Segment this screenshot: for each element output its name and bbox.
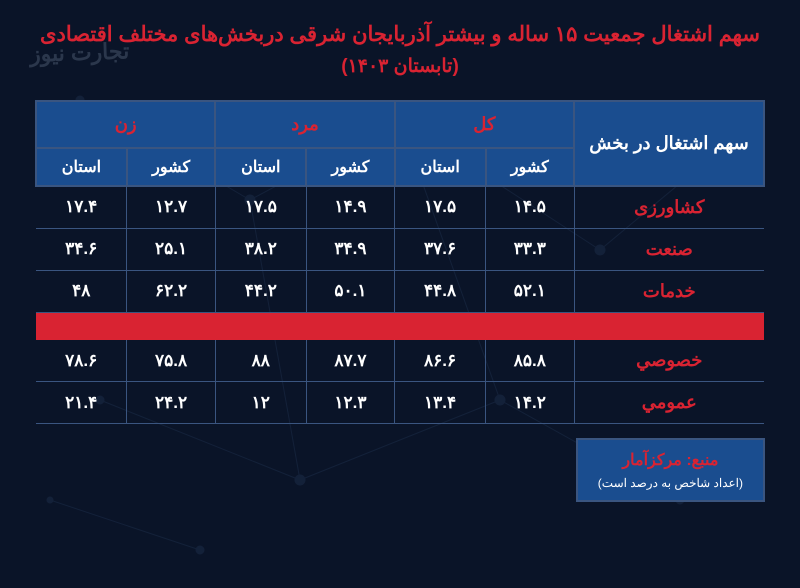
- page-title: سهم اشتغال جمعیت ۱۵ ساله و بیشتر آذربایج…: [35, 18, 765, 82]
- title-line1: سهم اشتغال جمعیت ۱۵ ساله و بیشتر آذربایج…: [40, 23, 760, 46]
- row-label: خدمات: [574, 270, 764, 312]
- cell: ۲۵.۱: [127, 228, 215, 270]
- sub-country: کشور: [127, 148, 215, 186]
- cell: ۸۶.۶: [395, 340, 486, 382]
- cell: ۱۴.۵: [486, 186, 574, 229]
- cell: ۳۷.۶: [395, 228, 486, 270]
- cell: ۱۲.۷: [127, 186, 215, 229]
- group-female: زن: [36, 101, 215, 148]
- cell: ۴۴.۸: [395, 270, 486, 312]
- cell: ۱۳.۴: [395, 382, 486, 424]
- source-line1: منبع: مرکزآمار: [598, 450, 743, 470]
- cell: ۱۲.۳: [306, 382, 394, 424]
- source-box: منبع: مرکزآمار (اعداد شاخص به درصد است): [576, 438, 765, 502]
- table-row: خدمات۵۲.۱۴۴.۸۵۰.۱۴۴.۲۶۲.۲۴۸: [36, 270, 764, 312]
- cell: ۱۷.۴: [36, 186, 127, 229]
- cell: ۲۱.۴: [36, 382, 127, 424]
- cell: ۱۴.۹: [306, 186, 394, 229]
- table-row: کشاورزی۱۴.۵۱۷.۵۱۴.۹۱۷.۵۱۲.۷۱۷.۴: [36, 186, 764, 229]
- cell: ۴۴.۲: [215, 270, 306, 312]
- cell: ۳۴.۹: [306, 228, 394, 270]
- cell: ۲۴.۲: [127, 382, 215, 424]
- group-male: مرد: [215, 101, 394, 148]
- cell: ۳۸.۲: [215, 228, 306, 270]
- cell: ۱۲: [215, 382, 306, 424]
- table-row: خصوصي۸۵.۸۸۶.۶۸۷.۷۸۸۷۵.۸۷۸.۶: [36, 340, 764, 382]
- cell: ۷۸.۶: [36, 340, 127, 382]
- cell: ۴۸: [36, 270, 127, 312]
- cell: ۸۷.۷: [306, 340, 394, 382]
- source-line2: (اعداد شاخص به درصد است): [598, 476, 743, 490]
- row-label: عمومي: [574, 382, 764, 424]
- table-row: عمومي۱۴.۲۱۳.۴۱۲.۳۱۲۲۴.۲۲۱.۴: [36, 382, 764, 424]
- cell: ۶۲.۲: [127, 270, 215, 312]
- sub-province: استان: [215, 148, 306, 186]
- table-row: صنعت۳۳.۳۳۷.۶۳۴.۹۳۸.۲۲۵.۱۳۴.۶: [36, 228, 764, 270]
- cell: ۱۴.۲: [486, 382, 574, 424]
- cell: ۳۳.۳: [486, 228, 574, 270]
- group-total: کل: [395, 101, 574, 148]
- sub-province: استان: [395, 148, 486, 186]
- cell: ۷۵.۸: [127, 340, 215, 382]
- cell: ۱۷.۵: [395, 186, 486, 229]
- cell: ۱۷.۵: [215, 186, 306, 229]
- cell: ۸۵.۸: [486, 340, 574, 382]
- employment-table: سهم اشتغال در بخش کل مرد زن کشور استان ک…: [35, 100, 765, 425]
- sub-country: کشور: [486, 148, 574, 186]
- row-header: سهم اشتغال در بخش: [574, 101, 764, 186]
- row-label: صنعت: [574, 228, 764, 270]
- sub-country: کشور: [306, 148, 394, 186]
- separator-row: [36, 312, 764, 340]
- row-label: کشاورزی: [574, 186, 764, 229]
- title-line2: (تابستان ۱۴۰۳): [35, 52, 765, 82]
- sub-province: استان: [36, 148, 127, 186]
- row-label: خصوصي: [574, 340, 764, 382]
- cell: ۳۴.۶: [36, 228, 127, 270]
- main-content: سهم اشتغال جمعیت ۱۵ ساله و بیشتر آذربایج…: [0, 0, 800, 502]
- cell: ۸۸: [215, 340, 306, 382]
- cell: ۵۰.۱: [306, 270, 394, 312]
- cell: ۵۲.۱: [486, 270, 574, 312]
